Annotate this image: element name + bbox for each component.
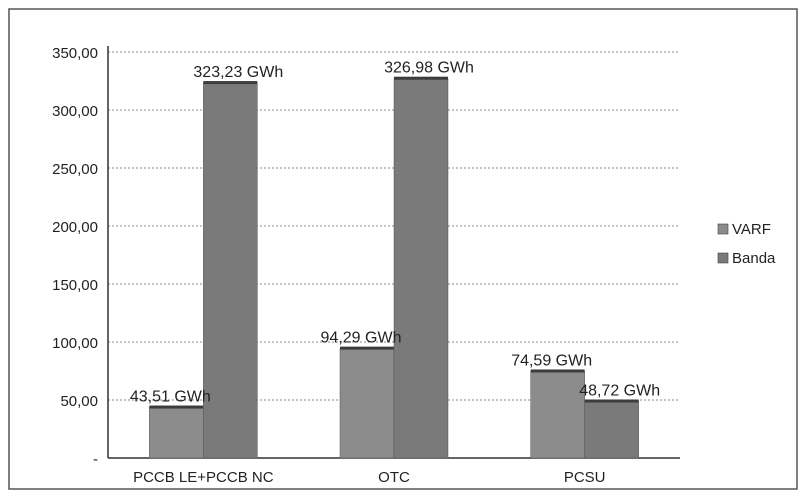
x-tick-label: PCSU <box>564 469 606 486</box>
x-tick-label: OTC <box>378 469 410 486</box>
y-tick-label: 100,00 <box>52 335 98 352</box>
bar-top-edge <box>340 346 394 350</box>
legend-label: VARF <box>732 221 771 238</box>
data-label: 323,23 GWh <box>193 64 283 81</box>
bar-banda-0 <box>203 82 258 459</box>
x-axis-labels: PCCB LE+PCCB NC OTC PCSU <box>133 469 605 486</box>
y-tick-label: 50,00 <box>60 393 98 410</box>
legend: VARF Banda <box>717 221 776 267</box>
data-label: 94,29 GWh <box>321 330 402 347</box>
legend-label: Banda <box>732 250 776 267</box>
data-labels: 43,51 GWh 323,23 GWh 94,29 GWh 326,98 GWh 74… <box>130 60 660 406</box>
y-tick-label: 300,00 <box>52 103 98 120</box>
bar-top-edge <box>149 405 204 409</box>
bar-varf-1 <box>339 348 395 459</box>
data-label: 48,72 GWh <box>579 382 660 399</box>
bar-top-edge <box>530 369 585 373</box>
bar-banda-2 <box>584 401 639 459</box>
bar-banda-1 <box>393 78 449 459</box>
y-tick-label: 250,00 <box>52 161 98 178</box>
x-tick-label: PCCB LE+PCCB NC <box>133 469 274 486</box>
y-tick-label: - <box>93 451 98 468</box>
data-label: 74,59 GWh <box>511 352 592 369</box>
legend-swatch-banda <box>717 252 729 264</box>
data-label: 43,51 GWh <box>130 389 211 406</box>
bar-varf-0 <box>149 407 204 459</box>
y-tick-label: 350,00 <box>52 45 98 62</box>
data-label: 326,98 GWh <box>384 60 474 77</box>
bar-top-edge <box>203 81 258 85</box>
bars <box>149 76 639 459</box>
bar-varf-2 <box>530 371 585 459</box>
bar-top-edge <box>394 76 448 80</box>
y-tick-label: 150,00 <box>52 277 98 294</box>
bar-top-edge <box>584 399 639 403</box>
legend-swatch-varf <box>717 223 729 235</box>
y-tick-label: 200,00 <box>52 219 98 236</box>
